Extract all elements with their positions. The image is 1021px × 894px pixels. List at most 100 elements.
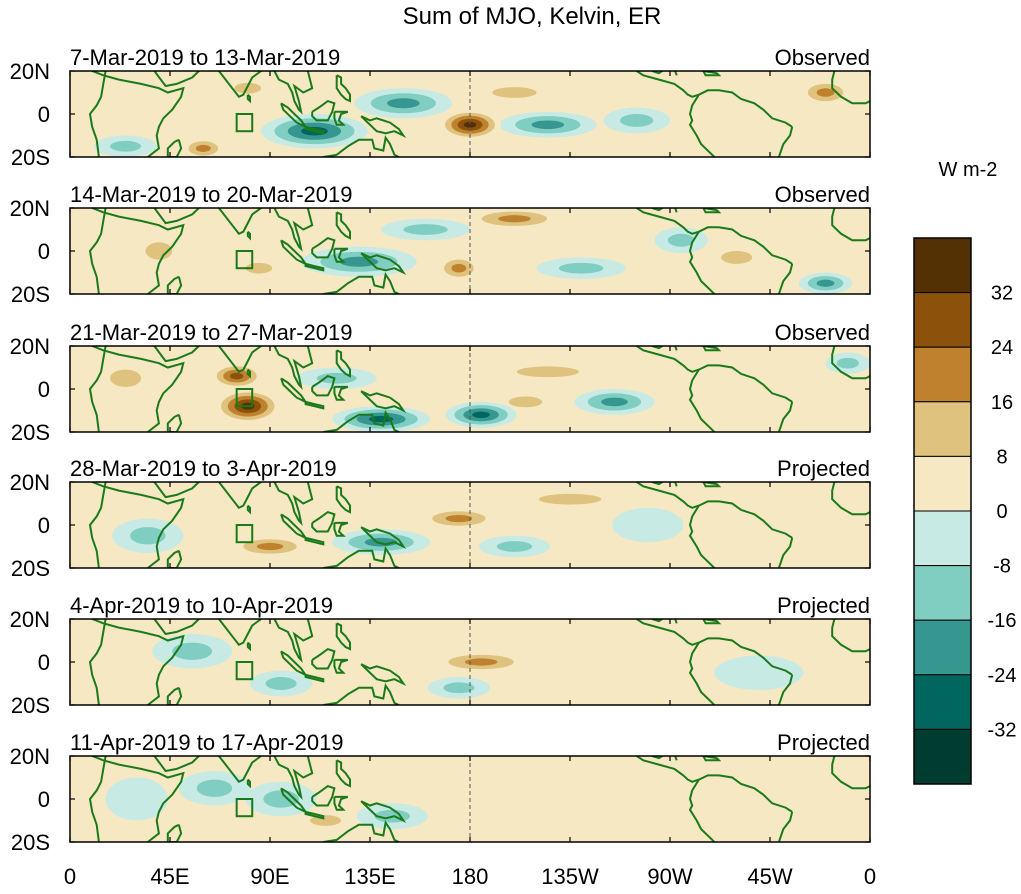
- coastline: [218, 346, 262, 374]
- colorbar-swatch: [913, 292, 972, 348]
- colorbar-swatch: [913, 401, 972, 457]
- coastline: [698, 226, 793, 265]
- anomaly-contour: [538, 493, 602, 505]
- y-tick-label: 20S: [11, 556, 50, 581]
- panel-status: Observed: [775, 182, 870, 207]
- coastline: [246, 778, 251, 789]
- y-tick-label: 0: [38, 239, 50, 264]
- anomaly-field: [105, 771, 577, 832]
- anomaly-field: [94, 77, 853, 157]
- coastline: [335, 211, 351, 240]
- y-tick-label: 20N: [10, 470, 50, 495]
- anomaly-contour: [105, 777, 168, 821]
- anomaly-contour: [387, 98, 420, 109]
- coastline: [831, 756, 870, 790]
- y-tick-label: 20S: [11, 420, 50, 445]
- anomaly-contour: [368, 415, 394, 423]
- y-tick-label: 0: [38, 102, 50, 127]
- colorbar-label: 32: [991, 283, 1013, 305]
- coastline: [88, 346, 107, 432]
- coastline: [636, 619, 700, 646]
- coastline: [777, 674, 794, 705]
- index-box: [235, 250, 254, 270]
- panel-status: Observed: [775, 320, 870, 345]
- coastline: [333, 521, 349, 537]
- coastline: [153, 619, 200, 636]
- coastline: [304, 262, 325, 272]
- x-tick-label: 90W: [647, 864, 692, 889]
- coastline: [360, 252, 407, 276]
- coastline: [777, 401, 794, 432]
- panel-5: 20N 0 20S 4-Apr-2019 to 10-Apr-2019 Projecte…: [10, 593, 871, 718]
- coastline: [91, 482, 185, 568]
- colorbar-swatch: [913, 674, 972, 730]
- coastline: [333, 110, 349, 126]
- y-tick-label: 20N: [10, 59, 50, 84]
- coastline: [323, 409, 400, 432]
- panel-3: 20N 0 20S 21-Mar-2019 to 27-Mar-2019 Observe…: [10, 320, 871, 445]
- coastline: [91, 619, 185, 705]
- coastline: [360, 526, 407, 550]
- y-tick-label: 20N: [10, 334, 50, 359]
- coastline: [360, 115, 407, 139]
- y-tick-label: 20S: [11, 830, 50, 855]
- anomaly-contour: [265, 677, 297, 690]
- coastline: [698, 500, 793, 539]
- coastline: [636, 346, 700, 373]
- coastline: [311, 374, 336, 397]
- colorbar-label: -24: [988, 665, 1017, 687]
- anomaly-contour: [464, 658, 498, 666]
- coastlines: [88, 208, 870, 294]
- anomaly-contour: [472, 411, 490, 419]
- coastline: [333, 795, 349, 811]
- anomaly-contour: [172, 642, 213, 660]
- coastline: [335, 622, 351, 651]
- coastline: [777, 811, 794, 842]
- panel-status: Projected: [777, 456, 870, 481]
- coastline: [311, 510, 336, 533]
- colorbar: W m-2 32 24 16 8 0 -8 -16 -24 -32: [913, 159, 1017, 785]
- colorbar-swatch: [913, 619, 972, 676]
- coastlines: [88, 756, 870, 842]
- coastline: [323, 135, 400, 157]
- coastline: [698, 774, 793, 813]
- coastline: [335, 74, 351, 103]
- coastline: [777, 537, 794, 568]
- panel-1: 20N 0 20S 7-Mar-2019 to 13-Mar-2019 Observed: [10, 45, 871, 170]
- panel-period: 11-Apr-2019 to 17-Apr-2019: [70, 730, 344, 755]
- coastline: [698, 637, 793, 676]
- coastline: [688, 231, 716, 294]
- anomaly-contour: [452, 775, 577, 802]
- coastline: [166, 549, 183, 568]
- coastline: [702, 482, 722, 488]
- panel-6: 20N 0 20S 11-Apr-2019 to 17-Apr-2019 Project…: [10, 730, 871, 855]
- coastline: [777, 263, 794, 294]
- panel-4: 20N 0 20S 28-Mar-2019 to 3-Apr-2019 Projecte…: [10, 456, 871, 581]
- anomaly-contour: [492, 87, 537, 98]
- colorbar-swatch: [913, 455, 972, 512]
- coastline: [218, 71, 262, 99]
- y-tick-label: 0: [38, 650, 50, 675]
- colorbar-swatch: [913, 565, 972, 621]
- coastline: [636, 756, 700, 783]
- coastline: [246, 504, 251, 515]
- coastline: [88, 482, 107, 568]
- y-tick-label: 20N: [10, 744, 50, 769]
- coastline: [311, 784, 336, 807]
- panel-status: Observed: [775, 45, 870, 70]
- colorbar-swatch: [913, 237, 972, 294]
- coastline: [218, 756, 262, 784]
- coastline: [777, 126, 794, 157]
- panels-group: 20N 0 20S 7-Mar-2019 to 13-Mar-2019 Observed…: [10, 45, 871, 855]
- coastline: [218, 482, 262, 510]
- coastline: [335, 485, 351, 514]
- coastline: [311, 99, 336, 122]
- coastline: [91, 346, 185, 432]
- coastline: [273, 346, 314, 390]
- colorbar-label: -32: [988, 719, 1017, 741]
- anomaly-contour: [316, 372, 357, 384]
- anomaly-contour: [498, 215, 531, 223]
- coastline: [91, 208, 185, 294]
- index-box: [235, 661, 254, 681]
- coastline: [333, 658, 349, 674]
